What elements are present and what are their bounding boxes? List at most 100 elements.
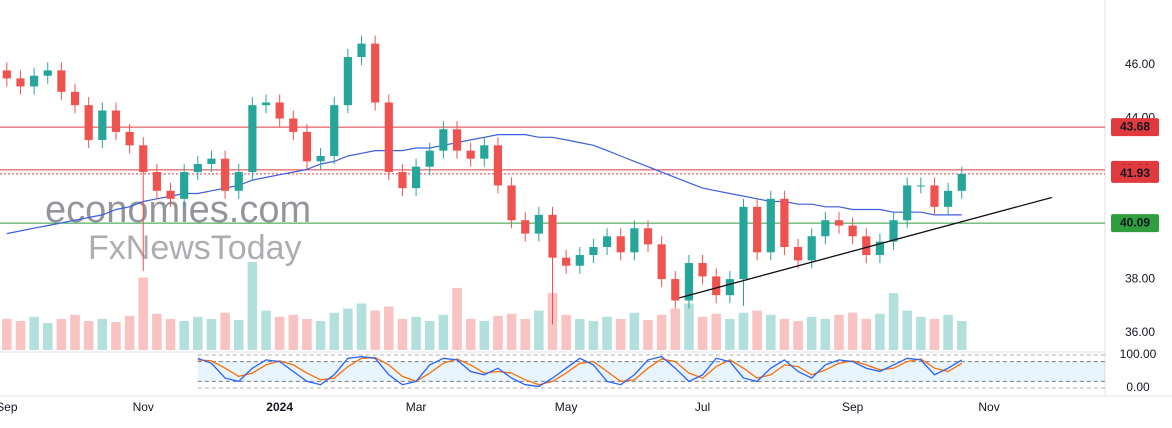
volume-bar bbox=[602, 316, 612, 350]
volume-bar bbox=[288, 314, 299, 350]
candle-body bbox=[575, 255, 584, 266]
candle-body bbox=[602, 236, 612, 247]
candle-body bbox=[98, 110, 107, 140]
volume-bar bbox=[193, 316, 203, 350]
volume-bar bbox=[929, 318, 940, 350]
volume-bar bbox=[83, 321, 94, 350]
candle-body bbox=[562, 257, 571, 266]
candle-body bbox=[753, 206, 762, 253]
volume-bar bbox=[943, 314, 953, 350]
x-tick-label: Nov bbox=[133, 400, 154, 414]
candle-body bbox=[793, 246, 803, 261]
volume-bar bbox=[384, 306, 394, 350]
volume-bar bbox=[343, 308, 353, 350]
x-tick-label: May bbox=[555, 400, 578, 414]
x-tick-label: Nov bbox=[978, 400, 999, 414]
volume-bar bbox=[888, 293, 899, 350]
volume-bar bbox=[793, 321, 803, 350]
volume-bar bbox=[424, 321, 435, 350]
candle-body bbox=[16, 78, 25, 87]
candle-body bbox=[193, 164, 202, 173]
candle-body bbox=[957, 173, 966, 191]
candle-body bbox=[548, 214, 557, 258]
volume-bar bbox=[165, 318, 176, 350]
candle-body bbox=[152, 172, 161, 191]
candle-body bbox=[302, 131, 312, 162]
candle-body bbox=[616, 236, 625, 253]
candle-body bbox=[671, 279, 680, 301]
volume-bar bbox=[302, 318, 312, 350]
volume-bar bbox=[588, 321, 599, 350]
volume-bar bbox=[315, 321, 326, 350]
volume-bar bbox=[916, 316, 926, 350]
volume-bar bbox=[70, 314, 80, 350]
candle-body bbox=[343, 56, 352, 106]
candle-body bbox=[439, 129, 448, 151]
candle-body bbox=[43, 70, 52, 76]
candle-body bbox=[207, 158, 216, 165]
candle-body bbox=[493, 145, 503, 186]
candle-body bbox=[903, 185, 912, 221]
candle-body bbox=[944, 190, 953, 207]
y-tick-label: 46.00 bbox=[1125, 57, 1155, 71]
candle-body bbox=[521, 220, 530, 234]
candle-body bbox=[534, 214, 543, 234]
candle-body bbox=[30, 75, 39, 87]
x-tick-label: Jul bbox=[695, 400, 710, 414]
candle-body bbox=[848, 225, 857, 237]
candle-body bbox=[712, 276, 721, 296]
candle-body bbox=[507, 185, 516, 221]
candle-body bbox=[384, 102, 393, 173]
volume-bar bbox=[779, 318, 790, 350]
volume-bar bbox=[56, 318, 67, 350]
candle-body bbox=[2, 70, 11, 79]
candle-body bbox=[84, 105, 93, 140]
candle-body bbox=[480, 145, 489, 159]
volume-bar bbox=[725, 318, 735, 350]
volume-bar bbox=[138, 277, 149, 350]
volume-bar bbox=[152, 313, 162, 350]
candle-body bbox=[875, 241, 884, 256]
candle-body bbox=[862, 236, 871, 256]
volume-bar bbox=[2, 318, 12, 350]
candle-body bbox=[780, 198, 789, 247]
level-label-box bbox=[1111, 214, 1159, 233]
volume-bar bbox=[520, 318, 530, 350]
volume-bar bbox=[261, 310, 271, 350]
candle-body bbox=[916, 185, 925, 187]
candle-body bbox=[398, 172, 407, 189]
volume-bar bbox=[806, 316, 817, 350]
candle-body bbox=[657, 244, 666, 280]
candle-body bbox=[725, 279, 734, 296]
level-label: 41.93 bbox=[1120, 166, 1150, 180]
trendline bbox=[679, 196, 1052, 299]
candle-body bbox=[452, 129, 462, 151]
candle-body bbox=[889, 220, 898, 242]
candle-body bbox=[739, 206, 748, 280]
volume-bar bbox=[643, 319, 653, 350]
candle-body bbox=[57, 70, 66, 92]
volume-bar bbox=[847, 312, 858, 350]
candle-body bbox=[234, 172, 243, 191]
volume-bar bbox=[534, 310, 544, 350]
stoch-k bbox=[197, 355, 963, 388]
volume-bar bbox=[42, 323, 53, 350]
candle-body bbox=[589, 246, 598, 256]
volume-bar bbox=[711, 313, 721, 350]
candle-body bbox=[357, 43, 366, 57]
volume-bar bbox=[820, 318, 831, 350]
stoch-d bbox=[197, 356, 963, 386]
volume-bar bbox=[629, 312, 640, 350]
volume-bar bbox=[97, 318, 108, 350]
volume-bar bbox=[956, 321, 967, 350]
volume-bar bbox=[329, 312, 340, 350]
volume-bar bbox=[575, 318, 585, 350]
volume-bar bbox=[206, 318, 217, 350]
volume-bar bbox=[29, 316, 39, 350]
candle-body bbox=[371, 43, 380, 103]
volume-bar bbox=[465, 318, 476, 350]
volume-bar bbox=[684, 303, 694, 350]
volume-bar bbox=[411, 316, 421, 350]
x-tick-label: Sep bbox=[0, 400, 18, 414]
